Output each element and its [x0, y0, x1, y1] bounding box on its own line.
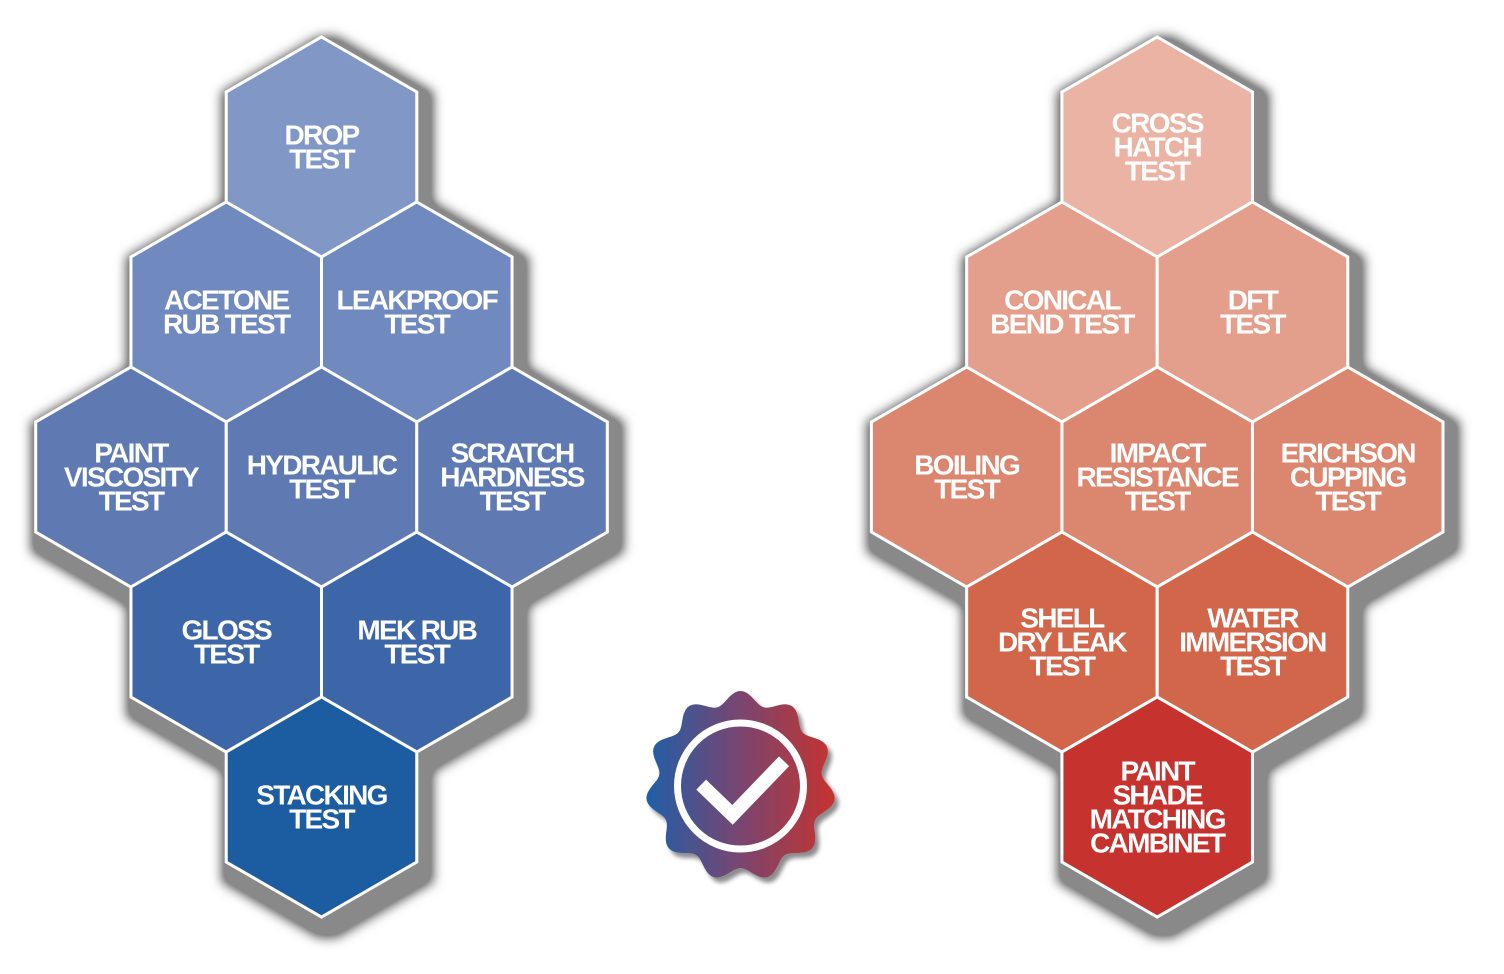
svg-text:RUB TEST: RUB TEST	[163, 309, 291, 340]
svg-text:TEST: TEST	[1125, 156, 1191, 187]
svg-text:TEST: TEST	[289, 474, 355, 505]
svg-text:TEST: TEST	[1315, 486, 1381, 517]
svg-text:TEST: TEST	[1125, 486, 1191, 517]
svg-text:CAMBINET: CAMBINET	[1090, 828, 1226, 859]
svg-text:TEST: TEST	[1220, 309, 1286, 340]
svg-text:TEST: TEST	[99, 486, 165, 517]
svg-text:TEST: TEST	[289, 804, 355, 835]
svg-text:TEST: TEST	[194, 639, 260, 670]
svg-text:TEST: TEST	[289, 144, 355, 175]
svg-text:TEST: TEST	[384, 639, 450, 670]
svg-text:TEST: TEST	[480, 486, 546, 517]
svg-text:TEST: TEST	[1030, 651, 1096, 682]
svg-text:TEST: TEST	[384, 309, 450, 340]
svg-text:BEND TEST: BEND TEST	[990, 309, 1135, 340]
svg-text:TEST: TEST	[934, 474, 1000, 505]
svg-text:TEST: TEST	[1220, 651, 1286, 682]
